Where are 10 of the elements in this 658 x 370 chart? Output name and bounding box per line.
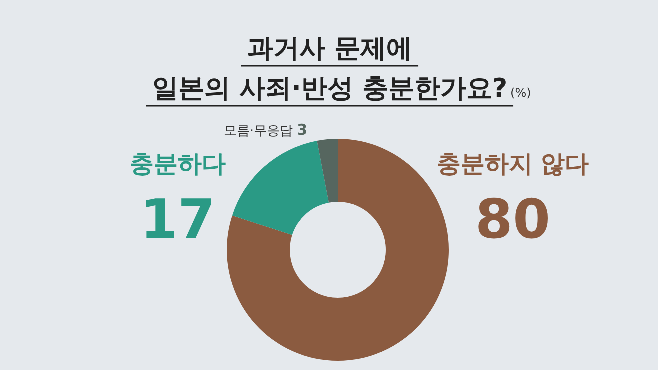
donut-slice bbox=[232, 140, 330, 236]
data-label: 17 bbox=[140, 188, 216, 251]
donut-slice bbox=[317, 139, 338, 203]
data-label: 3 bbox=[297, 121, 308, 139]
slice-label: 충분하다 bbox=[130, 150, 226, 178]
chart-title: 과거사 문제에 일본의 사죄·반성 충분한가요? bbox=[152, 34, 508, 104]
data-label: 80 bbox=[475, 188, 551, 251]
slice-label: 모름·무응답 bbox=[224, 124, 298, 139]
slice-label: 충분하지 않다 bbox=[436, 150, 590, 178]
chart-subtitle: (%) bbox=[510, 86, 532, 100]
